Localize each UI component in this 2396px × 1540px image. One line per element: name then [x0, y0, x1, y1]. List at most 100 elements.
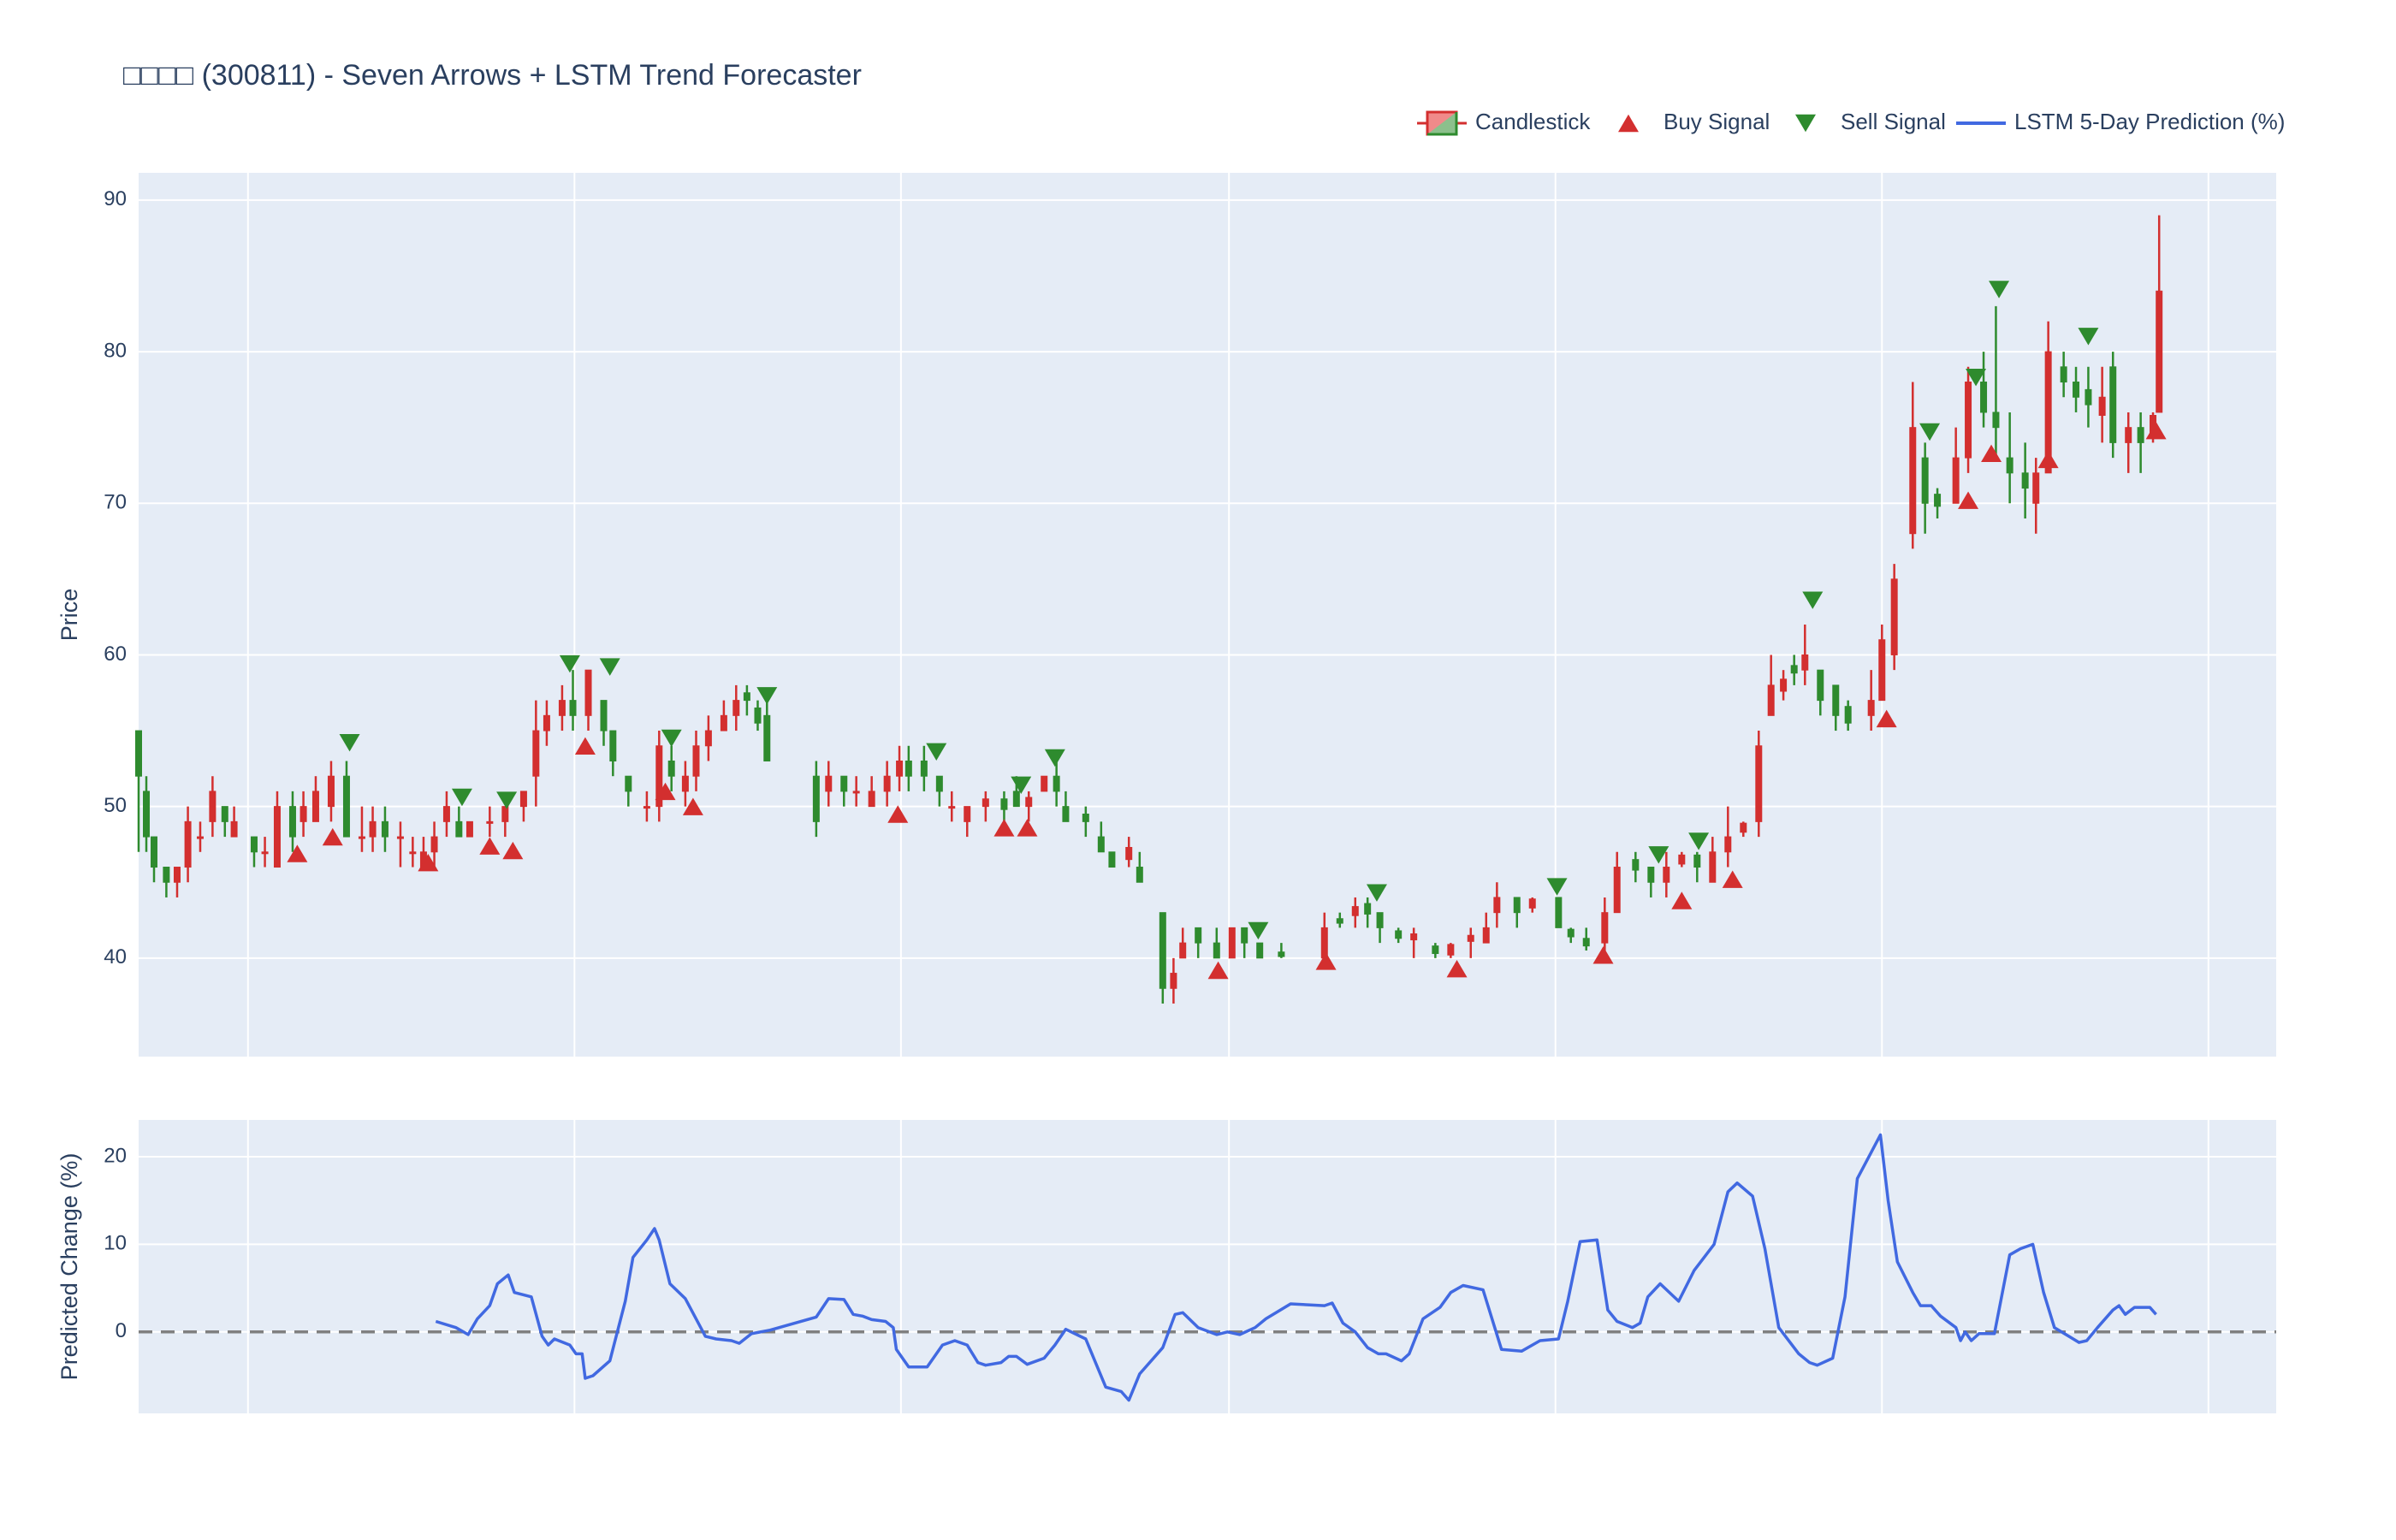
candle-body: [1567, 928, 1575, 938]
candle-body: [643, 806, 650, 809]
legend-label: LSTM 5-Day Prediction (%): [2014, 109, 2285, 134]
candle-body: [396, 836, 404, 839]
candle-body: [825, 775, 833, 792]
candle-body: [369, 820, 377, 838]
candle-body: [1555, 897, 1563, 928]
candle-body: [1909, 427, 1917, 535]
candle-body: [409, 851, 417, 855]
candle-body: [300, 806, 307, 822]
candle-body: [868, 791, 875, 808]
candle-body: [964, 806, 971, 822]
candle-body: [1647, 867, 1655, 883]
candle-body: [142, 791, 150, 838]
candle-body: [1213, 942, 1220, 959]
signal-marker: [1592, 946, 1614, 964]
candle-body: [2109, 366, 2117, 443]
candle-body: [1528, 898, 1536, 909]
legend-label: Buy Signal: [1664, 109, 1770, 134]
candle-body: [288, 806, 296, 838]
candle-body: [1241, 927, 1248, 944]
signal-marker: [451, 788, 472, 807]
candle-body: [584, 669, 592, 716]
signal-marker: [655, 782, 676, 801]
candle-body: [1195, 927, 1202, 944]
signal-marker: [2078, 328, 2099, 346]
candle-body: [732, 700, 740, 716]
candle-body: [327, 775, 335, 808]
candle-body: [2137, 427, 2144, 443]
candle-body: [519, 791, 527, 808]
signal-marker: [1248, 921, 1269, 940]
candle-body: [763, 714, 771, 761]
candle-body: [184, 820, 192, 868]
candle-body: [430, 836, 438, 853]
candle-body: [1992, 412, 2000, 429]
candle-body: [466, 820, 473, 838]
signal-marker: [993, 819, 1015, 837]
candle-body: [230, 820, 238, 838]
candle-body: [1364, 903, 1372, 915]
candle-body: [704, 730, 712, 747]
candle-body: [381, 820, 388, 838]
signal-marker: [1546, 878, 1568, 896]
candle-body: [1482, 927, 1490, 944]
legend-icon: [1618, 114, 1639, 133]
candle-body: [920, 760, 928, 777]
candle-body: [1432, 945, 1439, 955]
candle-body: [1740, 822, 1747, 833]
candle-body: [2060, 366, 2067, 383]
signal-marker: [322, 827, 343, 846]
candle-body: [273, 806, 281, 868]
candle-body: [1921, 457, 1929, 504]
signal-marker: [496, 791, 518, 809]
candle-body: [1053, 775, 1060, 792]
signal-marker: [1981, 444, 2002, 462]
candle-body: [681, 775, 689, 792]
candle-body: [883, 775, 891, 792]
candle-body: [1062, 806, 1070, 822]
legend-icon: [1426, 110, 1458, 136]
candle-body: [1817, 669, 1824, 702]
candle-body: [852, 791, 860, 794]
candle-body: [1097, 836, 1105, 853]
candle-body: [2156, 290, 2163, 413]
candle-body: [173, 867, 181, 883]
y-tick-label: 50: [104, 794, 127, 817]
candle-body: [743, 692, 750, 702]
candle-body: [558, 700, 566, 716]
signal-marker: [1671, 891, 1693, 909]
candle-body: [342, 775, 350, 838]
signal-marker: [2145, 422, 2167, 440]
candle-body: [1965, 382, 1972, 459]
signal-marker: [339, 734, 360, 752]
y-tick-label: 10: [104, 1232, 127, 1255]
candle-body: [1790, 665, 1798, 674]
y-tick-label: 20: [104, 1144, 127, 1167]
signal-marker: [682, 797, 703, 815]
candle-body: [358, 836, 365, 839]
candle-body: [1693, 854, 1701, 868]
signal-marker: [599, 658, 620, 676]
candle-body: [163, 867, 170, 883]
candle-body: [501, 806, 509, 822]
signal-marker: [1207, 961, 1229, 980]
signal-marker: [1446, 960, 1468, 978]
signal-marker: [1648, 846, 1669, 864]
signal-marker: [574, 737, 596, 755]
signal-marker: [2037, 450, 2059, 469]
candle-body: [948, 806, 956, 809]
candle-body: [2021, 472, 2029, 489]
candle-body: [311, 791, 319, 822]
candle-body: [1351, 906, 1359, 916]
candle-body: [1582, 938, 1590, 947]
candle-body: [1179, 942, 1187, 959]
signal-marker: [1958, 491, 1979, 509]
signal-marker: [1044, 749, 1065, 767]
plot-background: [139, 1120, 2276, 1413]
signal-marker: [1919, 423, 1941, 441]
candle-body: [1376, 912, 1384, 928]
candle-body: [455, 820, 463, 838]
legend-label: Candlestick: [1475, 109, 1591, 134]
candle-body: [1709, 851, 1717, 883]
